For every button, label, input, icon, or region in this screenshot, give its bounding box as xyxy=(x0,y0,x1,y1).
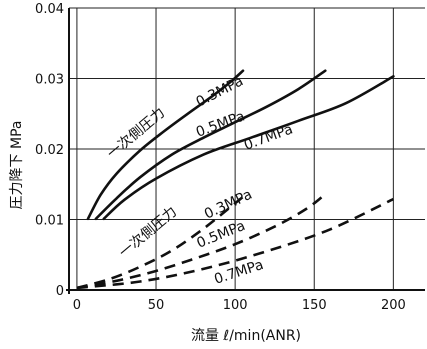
x-tick-label: 100 xyxy=(223,298,248,313)
series-line-dashed-0.7mpa xyxy=(76,197,394,290)
y-tick-label: 0.02 xyxy=(35,143,64,158)
y-axis-title: 圧力降下 MPa xyxy=(9,121,25,210)
annotation-solid-0.5mpa: 0.5MPa xyxy=(194,108,247,140)
x-tick-label: 50 xyxy=(148,298,165,313)
x-axis-title: 流量 ℓ/min(ANR) xyxy=(191,328,301,344)
y-tick-label: 0 xyxy=(56,284,64,299)
annotation-dashed-0.3mpa: 0.3MPa xyxy=(202,187,255,223)
plot-frame xyxy=(66,8,425,294)
series-lines xyxy=(76,69,395,290)
series-line-solid-0.7mpa xyxy=(102,75,395,221)
y-tick-label: 0.03 xyxy=(35,73,64,88)
series-line-dashed-0.3mpa xyxy=(76,193,248,290)
series-line-dashed-0.5mpa xyxy=(76,193,327,290)
series-line-solid-0.3mpa xyxy=(86,69,245,221)
x-tick-label: 0 xyxy=(73,298,81,313)
x-tick-label: 150 xyxy=(302,298,327,313)
annotation-dashed-0.5mpa: 0.5MPa xyxy=(195,218,248,252)
series-line-solid-0.5mpa xyxy=(94,69,327,221)
annotation-dashed-0.7mpa: 0.7MPa xyxy=(212,257,265,288)
tick-labels: 0 50 100 150 200 0 0.01 0.02 0.03 0.04 xyxy=(35,2,406,313)
y-tick-label: 0.04 xyxy=(35,2,64,17)
x-tick-label: 200 xyxy=(381,298,406,313)
y-tick-label: 0.01 xyxy=(35,214,64,229)
